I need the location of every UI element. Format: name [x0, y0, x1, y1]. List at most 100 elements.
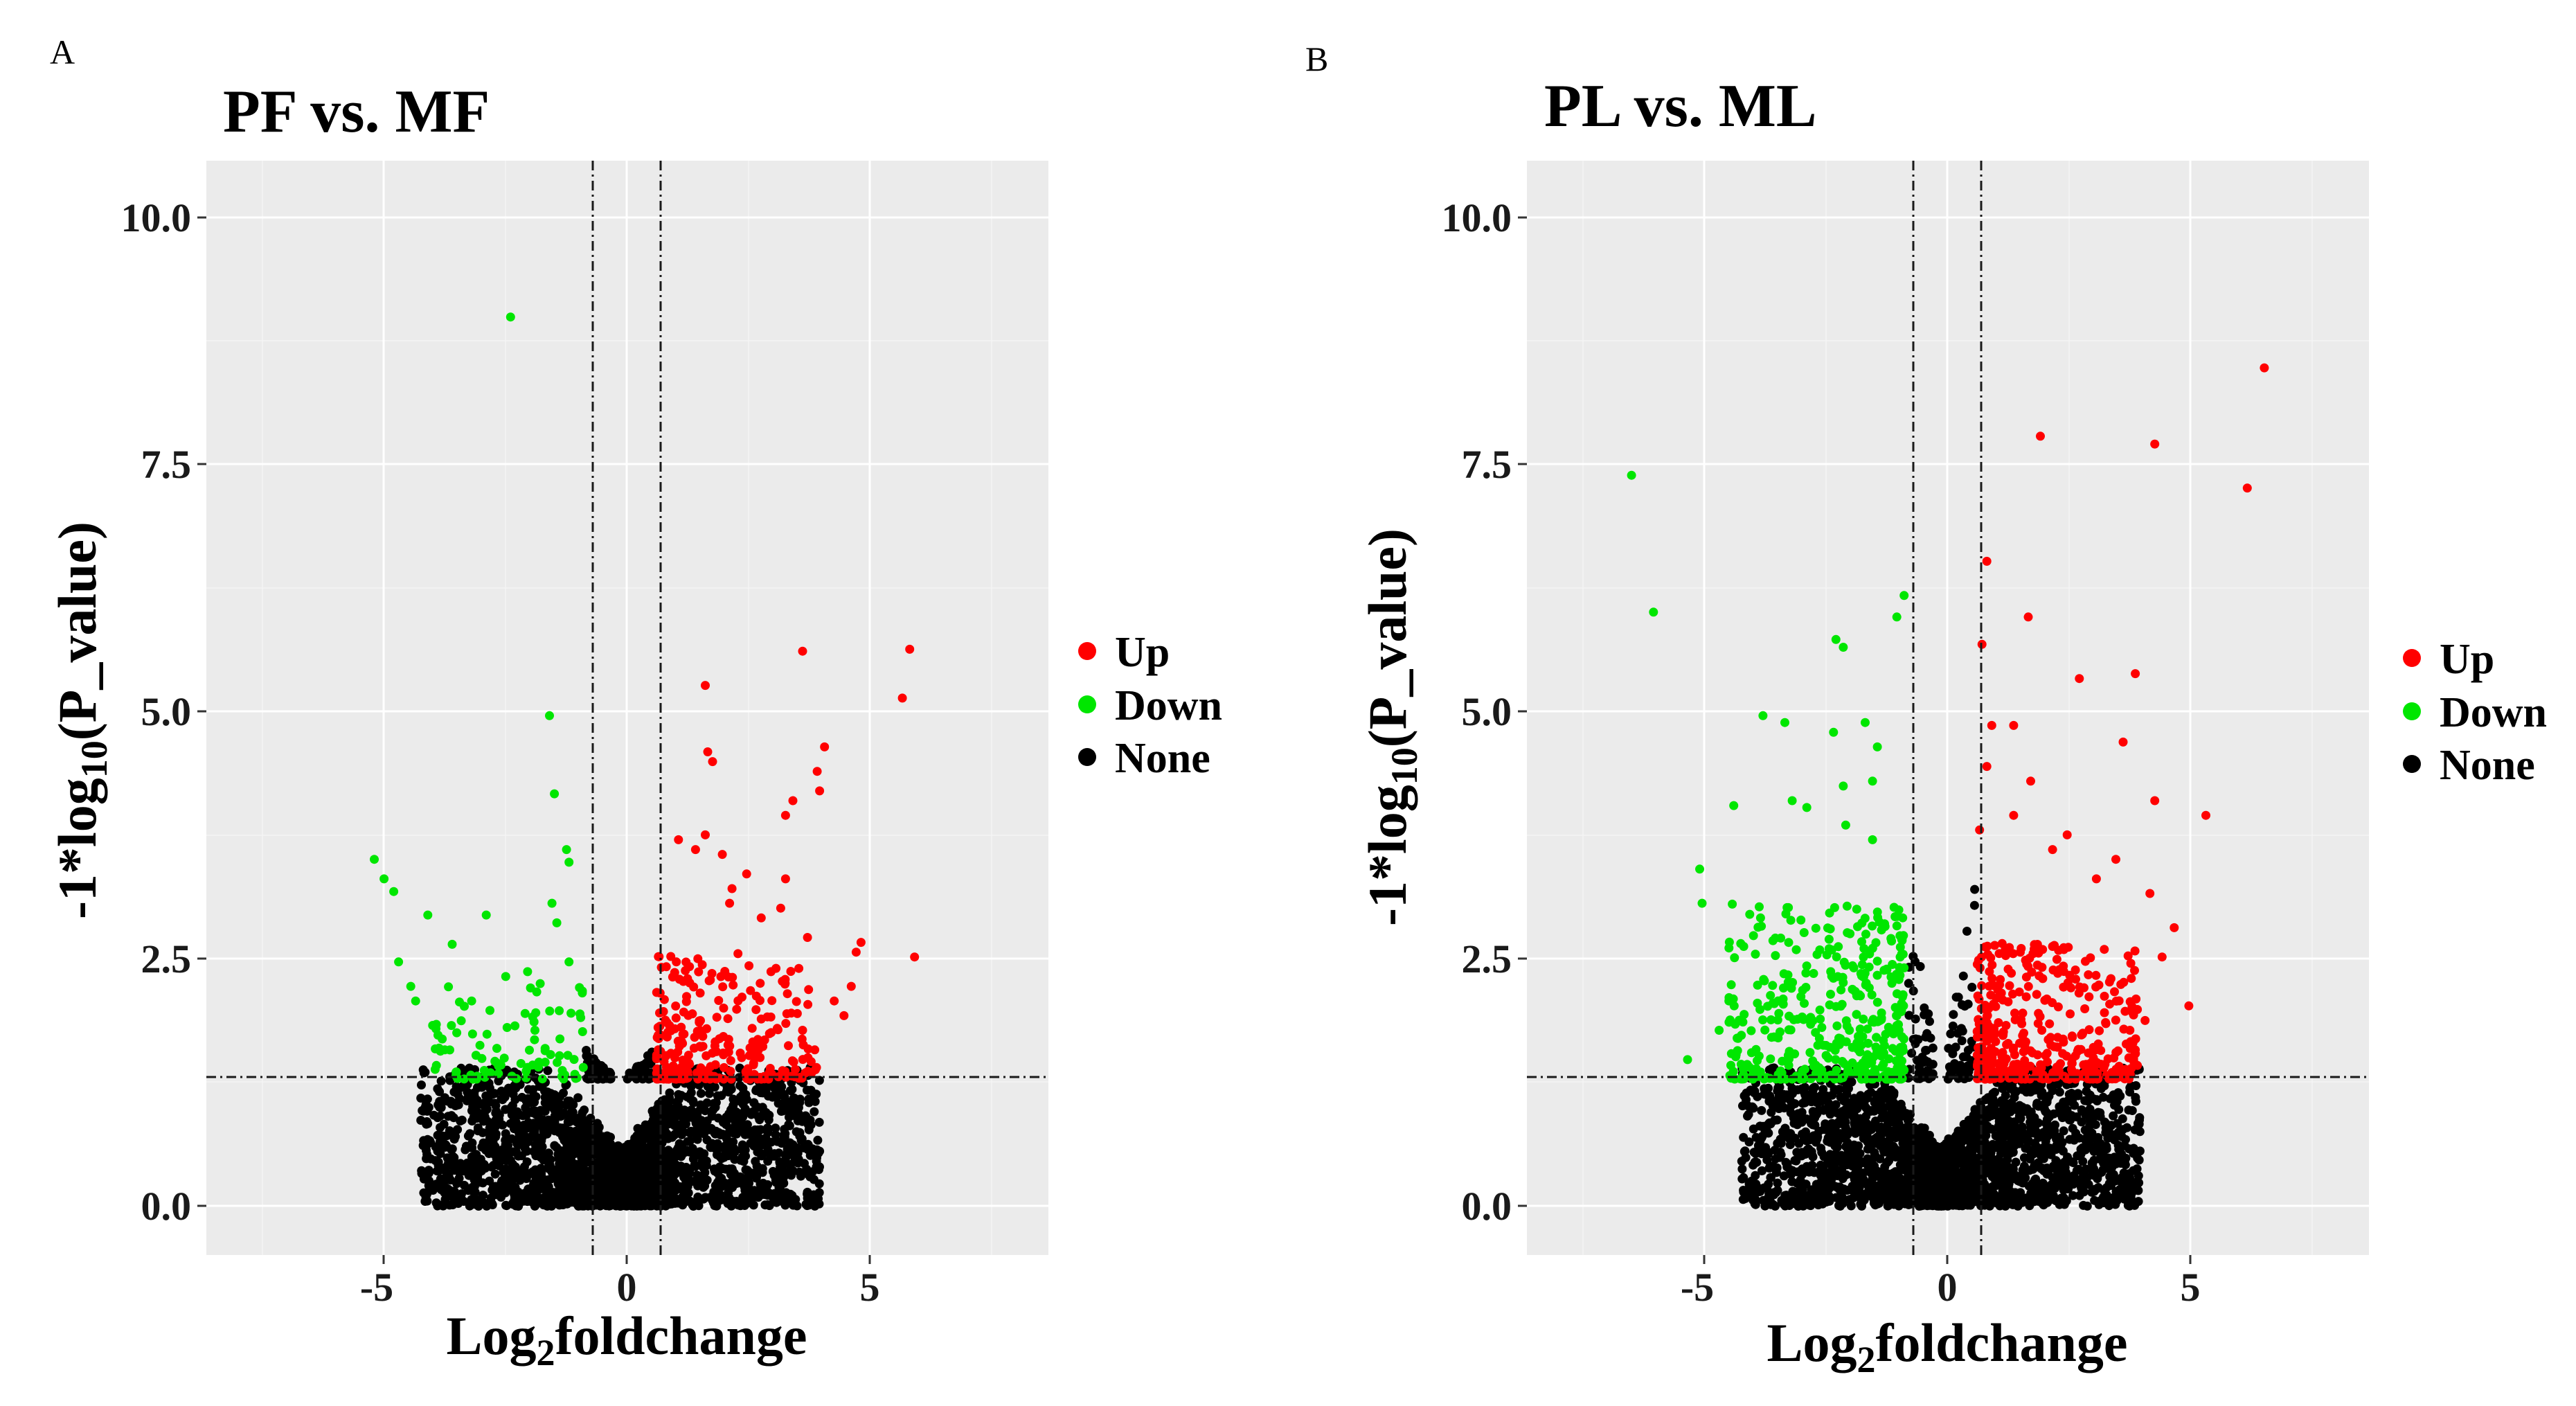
point-down — [452, 1028, 462, 1038]
point-up — [798, 646, 807, 656]
point-none — [769, 1083, 779, 1093]
point-none — [547, 1168, 557, 1177]
point-up — [682, 992, 691, 1002]
point-none — [543, 1066, 553, 1076]
point-down — [530, 1035, 539, 1044]
y-tick-label-a: 7.5 — [141, 442, 192, 487]
point-none — [731, 1119, 740, 1129]
point-up — [717, 850, 727, 860]
point-none — [449, 1158, 458, 1168]
point-none — [506, 1178, 516, 1188]
point-up — [670, 968, 679, 977]
point-none — [670, 1130, 679, 1140]
point-none — [800, 1111, 810, 1121]
point-up — [692, 1026, 702, 1036]
point-up — [846, 981, 856, 991]
point-down — [477, 1053, 487, 1063]
point-none — [805, 1150, 815, 1160]
point-none — [550, 1126, 560, 1136]
point-up — [897, 693, 907, 703]
point-none — [2113, 1195, 2122, 1204]
panel-letter-b: B — [1305, 39, 1328, 78]
point-up — [798, 1026, 807, 1035]
point-none — [491, 1129, 501, 1139]
point-none — [490, 1169, 500, 1179]
point-none — [521, 1174, 531, 1184]
point-none — [738, 1083, 748, 1093]
point-none — [791, 1103, 800, 1112]
point-up — [784, 1041, 793, 1051]
point-none — [1737, 1157, 1746, 1166]
point-none — [2069, 1135, 2079, 1145]
point-up — [733, 996, 743, 1006]
point-none — [524, 1186, 534, 1196]
point-none — [488, 1200, 497, 1209]
point-none — [417, 1080, 426, 1089]
x-axis-title-a: Log2foldchange — [446, 1306, 807, 1373]
point-up — [767, 996, 777, 1006]
point-none — [786, 1189, 795, 1199]
point-none — [740, 1145, 750, 1155]
point-none — [442, 1131, 451, 1141]
point-none — [606, 1146, 616, 1155]
point-down — [481, 910, 491, 920]
point-none — [573, 1093, 583, 1103]
point-none — [445, 1200, 454, 1210]
point-none — [787, 1085, 797, 1094]
point-none — [514, 1151, 524, 1161]
point-up — [711, 1074, 721, 1084]
point-down — [394, 957, 404, 967]
point-none — [578, 1108, 587, 1118]
point-none — [569, 1100, 578, 1110]
point-down — [535, 979, 545, 988]
point-none — [481, 1164, 490, 1173]
point-up — [701, 830, 710, 839]
point-none — [463, 1131, 473, 1141]
point-up — [791, 1065, 800, 1074]
point-up — [851, 947, 861, 957]
point-none — [751, 1086, 761, 1096]
point-none — [441, 1183, 451, 1193]
point-up — [820, 742, 830, 751]
y-tick-label-a: 5.0 — [141, 689, 192, 734]
point-none — [2068, 1123, 2077, 1133]
point-none — [537, 1132, 547, 1142]
point-none — [721, 1141, 731, 1150]
point-up — [696, 1042, 706, 1052]
point-none — [636, 1189, 645, 1199]
point-none — [686, 1088, 696, 1098]
point-none — [693, 1128, 703, 1137]
point-none — [2059, 1126, 2068, 1136]
point-up — [780, 810, 790, 820]
point-none — [555, 1112, 565, 1121]
point-none — [498, 1153, 508, 1163]
point-none — [481, 1103, 490, 1113]
point-none — [2122, 1123, 2132, 1132]
point-none — [605, 1158, 615, 1168]
x-tick-label-a: -5 — [360, 1265, 393, 1310]
point-up — [670, 1053, 679, 1062]
x-tick-label-a: 5 — [860, 1265, 880, 1310]
point-none — [2080, 1135, 2090, 1144]
point-none — [489, 1182, 498, 1192]
legend-swatch-up-a — [1078, 642, 1096, 660]
point-none — [531, 1110, 541, 1119]
point-down — [525, 1045, 534, 1055]
point-up — [760, 1074, 769, 1084]
point-none — [433, 1157, 443, 1167]
point-up — [735, 1049, 745, 1058]
point-none — [723, 1087, 732, 1096]
point-none — [665, 1200, 674, 1209]
point-none — [692, 1110, 702, 1120]
point-up — [706, 1062, 715, 1071]
point-none — [542, 1176, 551, 1186]
point-none — [671, 1112, 680, 1122]
point-up — [690, 845, 700, 855]
point-none — [454, 1192, 463, 1202]
point-down — [455, 997, 464, 1007]
point-none — [473, 1126, 483, 1136]
panel-letter-a: A — [50, 33, 75, 71]
point-none — [611, 1199, 620, 1208]
point-none — [553, 1150, 563, 1159]
point-none — [753, 1193, 763, 1202]
